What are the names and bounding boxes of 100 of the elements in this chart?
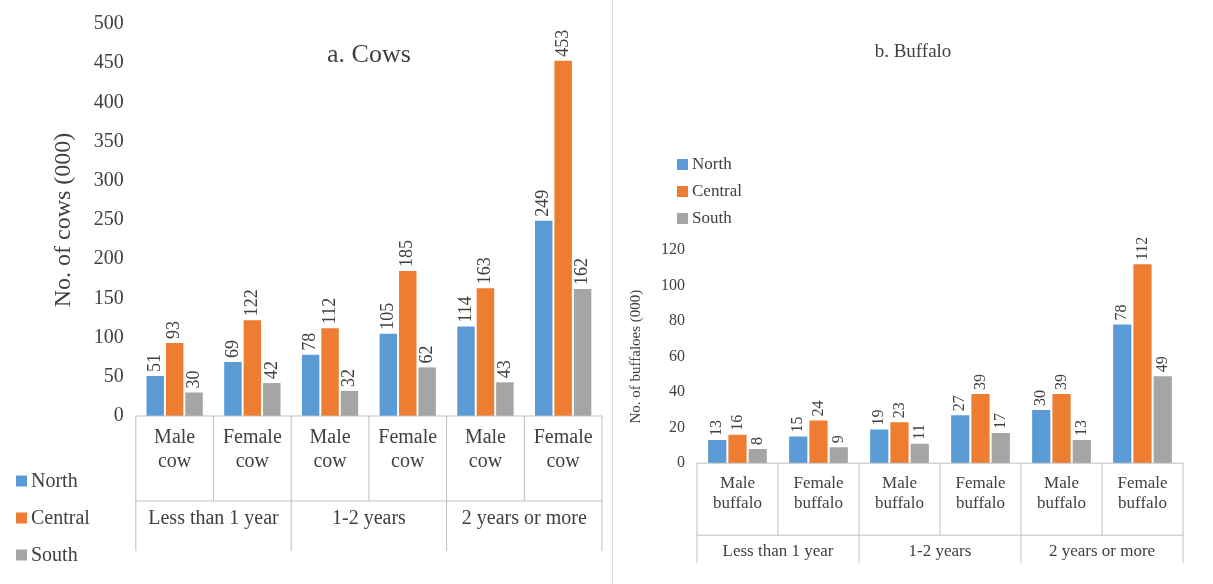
bar bbox=[809, 420, 828, 464]
bar bbox=[534, 220, 553, 416]
y-tick-label: 400 bbox=[93, 89, 124, 112]
data-label: 114 bbox=[454, 296, 475, 323]
data-label: 15 bbox=[788, 416, 806, 433]
x-tick-label: Male buffalo bbox=[1037, 472, 1086, 513]
data-label: 112 bbox=[1132, 236, 1150, 261]
data-label: 43 bbox=[493, 360, 514, 379]
legend-label: South bbox=[31, 542, 78, 565]
data-label: 30 bbox=[182, 370, 203, 389]
bar bbox=[1113, 324, 1132, 464]
data-label: 17 bbox=[990, 413, 1008, 429]
data-label: 112 bbox=[318, 297, 339, 325]
y-tick-label: 150 bbox=[93, 285, 124, 308]
data-label: 39 bbox=[970, 373, 988, 390]
data-label: 16 bbox=[727, 414, 745, 431]
bar bbox=[789, 436, 808, 464]
bar bbox=[1133, 264, 1152, 464]
bar bbox=[224, 361, 242, 416]
y-axis-title: No. of cows (000) bbox=[48, 132, 75, 308]
bar bbox=[1153, 376, 1172, 464]
data-label: 249 bbox=[532, 189, 553, 217]
data-label: 51 bbox=[143, 354, 164, 373]
data-label: 105 bbox=[377, 302, 398, 330]
bar bbox=[457, 326, 475, 416]
y-tick-label: 350 bbox=[93, 128, 124, 151]
bar bbox=[708, 440, 727, 464]
y-tick-label: 0 bbox=[677, 453, 685, 471]
text: a. Cows bbox=[327, 38, 411, 68]
bar bbox=[829, 447, 848, 464]
bar bbox=[1032, 409, 1051, 464]
x-tick-label: Female cow bbox=[222, 425, 282, 472]
y-tick-label: 50 bbox=[103, 364, 124, 387]
x-tick-label: Female buffalo bbox=[1117, 472, 1168, 513]
y-tick-label: 120 bbox=[661, 240, 685, 258]
bar bbox=[554, 60, 572, 416]
legend-label: Central bbox=[692, 181, 743, 201]
data-label: 19 bbox=[869, 409, 887, 426]
bar bbox=[748, 448, 767, 464]
x-tick-label: Female cow bbox=[533, 425, 593, 472]
x-tick-label: Female buffalo bbox=[793, 472, 844, 513]
y-tick-label: 500 bbox=[93, 11, 124, 34]
data-label: 42 bbox=[260, 361, 281, 380]
x-tick-label: Male cow bbox=[464, 425, 507, 472]
bar bbox=[340, 390, 359, 416]
y-tick-label: 80 bbox=[669, 311, 685, 329]
data-label: 13 bbox=[707, 420, 725, 437]
text: 1-2 years bbox=[331, 506, 407, 530]
data-label: 62 bbox=[415, 345, 436, 364]
bar bbox=[991, 433, 1010, 464]
data-label: 24 bbox=[808, 400, 826, 417]
y-tick-label: 20 bbox=[669, 417, 685, 435]
data-label: 162 bbox=[571, 257, 592, 285]
data-label: 11 bbox=[909, 424, 927, 440]
bar bbox=[379, 333, 398, 416]
text: 2 years or more bbox=[461, 506, 587, 530]
legend-label: Central bbox=[31, 505, 91, 528]
bar bbox=[321, 328, 339, 416]
chart-title: b. Buffalo bbox=[874, 39, 952, 61]
bar bbox=[1072, 440, 1091, 464]
text: Less than 1 year bbox=[722, 541, 834, 561]
data-label: 93 bbox=[163, 321, 184, 340]
bar bbox=[951, 415, 970, 464]
bar bbox=[971, 393, 990, 464]
data-label: 13 bbox=[1071, 420, 1089, 437]
bar bbox=[301, 354, 320, 416]
text: 2 years or more bbox=[1048, 541, 1156, 561]
bar bbox=[1052, 393, 1071, 464]
y-tick-label: 300 bbox=[93, 168, 124, 191]
x-tick-label: Female cow bbox=[378, 425, 438, 472]
data-label: 78 bbox=[1112, 304, 1130, 321]
bar bbox=[496, 382, 514, 416]
x-tick-label: Male buffalo bbox=[875, 472, 924, 513]
y-axis-title: No. of buffaloes (000) bbox=[626, 289, 644, 424]
bar bbox=[910, 443, 929, 464]
data-label: 9 bbox=[828, 435, 846, 444]
legend-label: North bbox=[31, 468, 78, 491]
legend-label: North bbox=[692, 154, 733, 174]
bar bbox=[870, 429, 889, 464]
legend-label: South bbox=[692, 208, 733, 228]
data-label: 78 bbox=[299, 332, 320, 351]
bar bbox=[263, 383, 281, 416]
y-tick-label: 0 bbox=[113, 403, 124, 426]
data-label: 453 bbox=[551, 29, 572, 57]
bar bbox=[573, 288, 592, 416]
bar bbox=[476, 288, 495, 416]
y-tick-label: 40 bbox=[669, 382, 685, 400]
bar bbox=[418, 367, 436, 416]
x-tick-label: Female buffalo bbox=[955, 472, 1006, 513]
data-label: 69 bbox=[221, 339, 242, 358]
text: Less than 1 year bbox=[148, 506, 280, 530]
data-label: 185 bbox=[396, 239, 417, 267]
bar bbox=[146, 376, 164, 416]
data-label: 39 bbox=[1051, 373, 1069, 390]
x-tick-label: Male cow bbox=[154, 425, 196, 472]
y-tick-label: 450 bbox=[93, 50, 124, 73]
y-tick-label: 60 bbox=[669, 346, 685, 364]
y-tick-label: 100 bbox=[661, 275, 685, 293]
data-label: 163 bbox=[474, 257, 495, 285]
bar bbox=[399, 270, 417, 416]
